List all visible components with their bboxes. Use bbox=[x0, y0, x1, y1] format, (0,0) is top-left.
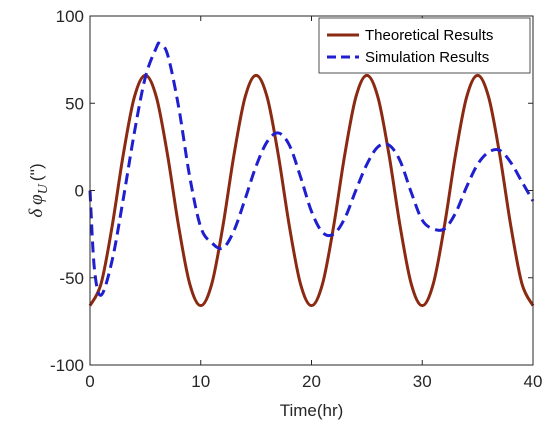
ticks-layer: 0 10 20 30 40 -100 -50 0 50 100 bbox=[50, 7, 542, 391]
svg-text:δφU(''): δφU ('') bbox=[26, 163, 51, 217]
legend-label-theoretical: Theoretical Results bbox=[365, 27, 493, 44]
legend: Theoretical Results Simulation Results bbox=[318, 17, 531, 74]
legend-label-simulation: Simulation Results bbox=[365, 49, 489, 66]
y-axis-label: δφU ('') bbox=[26, 163, 51, 217]
y-axis-label-prefix: δ bbox=[26, 208, 47, 218]
y-axis-label-symbol: φ bbox=[26, 194, 47, 205]
x-tick-label: 10 bbox=[191, 372, 210, 391]
x-axis-label: Time(hr) bbox=[280, 401, 344, 420]
y-axis-label-unit: ('') bbox=[27, 163, 46, 181]
series-line-theoretical bbox=[88, 73, 535, 308]
y-tick-label: 50 bbox=[65, 94, 84, 113]
y-tick-label: -100 bbox=[50, 356, 84, 375]
y-axis-label-subscript: U bbox=[36, 183, 51, 194]
y-tick-label: 100 bbox=[56, 7, 84, 26]
x-tick-label: 0 bbox=[85, 372, 94, 391]
series-line-simulation bbox=[88, 41, 535, 297]
x-tick-label: 20 bbox=[302, 372, 321, 391]
x-tick-label: 40 bbox=[524, 372, 543, 391]
y-tick-label: -50 bbox=[59, 269, 84, 288]
y-tick-label: 0 bbox=[75, 182, 84, 201]
series-layer bbox=[88, 41, 535, 308]
legend-box bbox=[318, 17, 531, 74]
x-tick-label: 30 bbox=[413, 372, 432, 391]
